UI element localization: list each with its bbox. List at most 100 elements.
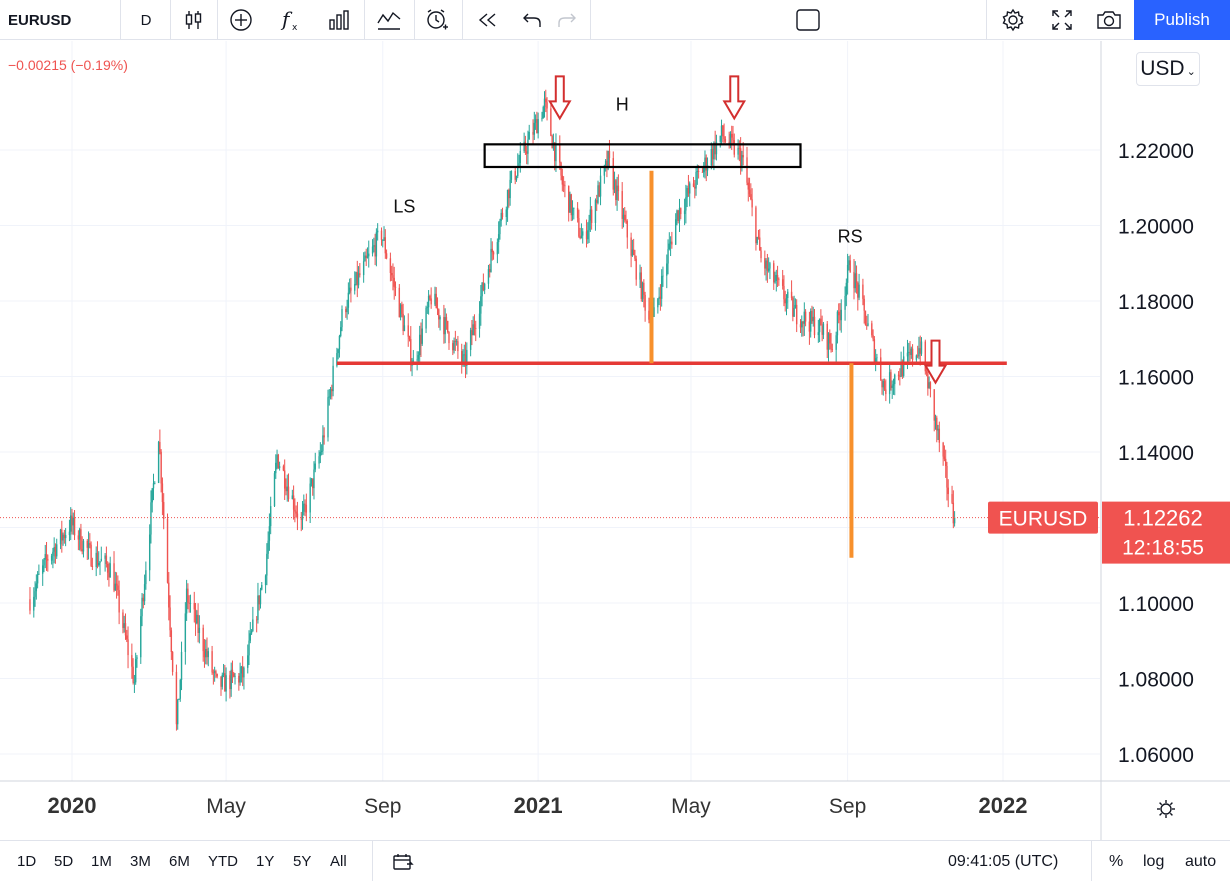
range-5y[interactable]: 5Y xyxy=(293,853,312,870)
candle-body xyxy=(399,304,402,318)
candle-body xyxy=(899,375,901,377)
candle-body xyxy=(267,540,269,554)
fullscreen-icon[interactable] xyxy=(1045,0,1079,40)
candle-body xyxy=(688,183,691,194)
candle-body xyxy=(35,583,38,592)
candles-icon[interactable] xyxy=(177,0,211,40)
candle-body xyxy=(472,324,474,336)
auto-toggle[interactable]: auto xyxy=(1185,852,1217,870)
candle-body xyxy=(809,310,812,332)
candle-body xyxy=(150,502,152,535)
candle-body xyxy=(268,526,271,541)
indicator-icon[interactable] xyxy=(372,0,406,40)
alarm-icon[interactable] xyxy=(420,0,454,40)
candle-body xyxy=(615,180,617,201)
candle-body xyxy=(368,253,370,257)
candle-body xyxy=(374,245,376,257)
axis-settings-icon[interactable] xyxy=(1157,800,1175,818)
candle-body xyxy=(764,258,766,269)
redo-icon[interactable] xyxy=(550,0,584,40)
camera-icon[interactable] xyxy=(1092,0,1126,40)
plus-circle-icon[interactable] xyxy=(224,0,258,40)
candle-body xyxy=(590,209,593,224)
bars-icon[interactable] xyxy=(322,0,356,40)
candle-body xyxy=(845,282,848,296)
candle-body xyxy=(919,348,921,354)
candle-body xyxy=(813,316,816,336)
candle-body xyxy=(131,655,133,667)
replay-icon[interactable] xyxy=(470,0,504,40)
undo-icon[interactable] xyxy=(515,0,549,40)
interval-button[interactable]: D xyxy=(140,11,152,29)
range-all[interactable]: All xyxy=(330,853,347,870)
candle-body xyxy=(738,147,741,149)
time-tick-label: 2022 xyxy=(979,793,1028,818)
candle-body xyxy=(371,246,374,254)
candle-body xyxy=(359,273,361,276)
candle-body xyxy=(380,230,383,240)
symbol-search[interactable]: EURUSD xyxy=(8,11,72,29)
bottom-toolbar: 1D 5D 1M 3M 6M YTD 1Y 5Y All 09:41:05 (U… xyxy=(0,840,1230,881)
candle-body xyxy=(347,292,350,308)
layout-icon[interactable] xyxy=(791,0,825,40)
candle-body xyxy=(187,588,189,603)
candle-body xyxy=(510,171,513,180)
candle-body xyxy=(29,599,31,611)
candle-body xyxy=(384,237,387,254)
candle-body xyxy=(216,673,218,677)
candle-body xyxy=(162,502,165,520)
candle-body xyxy=(170,630,173,653)
log-toggle[interactable]: log xyxy=(1143,852,1165,870)
range-1m[interactable]: 1M xyxy=(91,853,112,870)
candle-body xyxy=(799,324,802,328)
range-5d[interactable]: 5D xyxy=(54,853,74,870)
candle-body xyxy=(89,543,91,545)
candle-body xyxy=(127,639,129,656)
range-1y[interactable]: 1Y xyxy=(256,853,275,870)
price-tick-label: 1.08000 xyxy=(1118,669,1194,692)
candle-body xyxy=(532,131,534,135)
candle-body xyxy=(514,171,516,180)
settings-icon[interactable] xyxy=(996,0,1030,40)
candle-body xyxy=(774,280,776,283)
candle-body xyxy=(269,506,272,527)
percent-toggle[interactable]: % xyxy=(1109,852,1124,870)
candle-body xyxy=(767,268,770,271)
candle-body xyxy=(858,284,860,298)
candle-body xyxy=(184,613,187,652)
candle-body xyxy=(206,649,208,658)
range-ytd[interactable]: YTD xyxy=(208,853,238,870)
candle-body xyxy=(541,118,543,120)
candle-body xyxy=(756,236,758,244)
candle-body xyxy=(640,272,642,299)
candle-body xyxy=(327,397,329,438)
candle-body xyxy=(95,552,97,567)
candle-body xyxy=(885,389,887,395)
candle-body xyxy=(454,340,457,342)
candle-body xyxy=(408,336,411,340)
candle-body xyxy=(118,590,120,613)
candle-body xyxy=(56,544,58,557)
candle-body xyxy=(100,558,102,562)
candle-body xyxy=(671,241,673,245)
candle-body xyxy=(908,351,910,353)
candle-body xyxy=(205,649,207,658)
candle-body xyxy=(944,458,947,466)
range-1d[interactable]: 1D xyxy=(17,853,37,870)
candle-body xyxy=(817,332,820,336)
range-6m[interactable]: 6M xyxy=(169,853,190,870)
candle-body xyxy=(336,353,338,366)
date-range-icon[interactable] xyxy=(392,841,414,881)
candle-body xyxy=(234,675,236,677)
range-3m[interactable]: 3M xyxy=(130,853,151,870)
pattern-label: H xyxy=(616,94,629,114)
candle-body xyxy=(737,147,739,155)
candle-body xyxy=(473,324,476,329)
utc-clock[interactable]: 09:41:05 (UTC) xyxy=(948,852,1059,870)
currency-selector[interactable]: USD ⌄ xyxy=(1136,52,1200,86)
publish-button[interactable]: Publish xyxy=(1134,0,1230,40)
candle-body xyxy=(705,157,707,171)
candle-body xyxy=(426,307,429,309)
